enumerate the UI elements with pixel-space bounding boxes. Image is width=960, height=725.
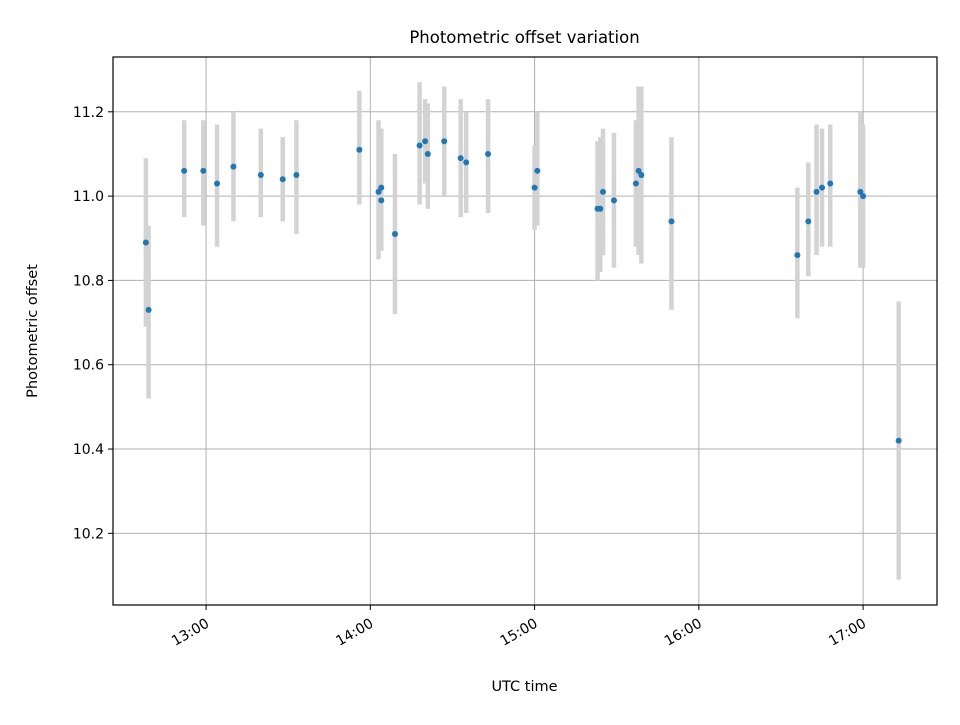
data-point	[214, 180, 221, 187]
data-point	[441, 138, 448, 145]
y-tick-label: 11.2	[73, 105, 104, 121]
data-point	[597, 205, 604, 212]
data-point	[356, 146, 363, 153]
data-point	[424, 150, 431, 157]
data-point	[416, 142, 423, 149]
x-axis-label: UTC time	[491, 679, 557, 695]
data-point	[805, 218, 812, 225]
data-point	[860, 193, 867, 200]
data-point	[293, 172, 300, 179]
data-point	[230, 163, 237, 170]
data-point	[145, 306, 152, 313]
data-point	[600, 188, 607, 195]
data-point	[895, 437, 902, 444]
data-point	[463, 159, 470, 166]
data-point	[632, 180, 639, 187]
data-point	[279, 176, 286, 183]
y-tick-label: 11.0	[73, 189, 104, 205]
data-point	[257, 172, 264, 179]
data-points	[142, 138, 902, 444]
data-point	[422, 138, 429, 145]
data-point	[819, 184, 826, 191]
data-point	[638, 172, 645, 179]
plot-frame	[112, 56, 938, 606]
data-point	[378, 184, 385, 191]
data-point	[610, 197, 617, 204]
chart-title: Photometric offset variation	[409, 28, 639, 47]
data-point	[813, 188, 820, 195]
y-tick-label: 10.8	[73, 273, 104, 289]
data-point	[827, 180, 834, 187]
data-point	[378, 197, 385, 204]
data-point	[794, 252, 801, 259]
y-axis-ticks: 10.2 10.4 10.6 10.8 11.0 11.2	[73, 105, 113, 542]
data-point	[534, 167, 541, 174]
data-point	[668, 218, 675, 225]
data-point	[485, 150, 492, 157]
data-point	[181, 167, 188, 174]
data-point	[200, 167, 207, 174]
y-axis-label: Photometric offset	[25, 264, 41, 398]
data-point	[391, 231, 398, 238]
y-tick-label: 10.2	[73, 526, 104, 542]
y-tick-label: 10.4	[73, 442, 104, 458]
data-point	[531, 184, 538, 191]
data-point	[142, 239, 149, 246]
y-tick-label: 10.6	[73, 358, 104, 374]
data-point	[457, 155, 464, 162]
